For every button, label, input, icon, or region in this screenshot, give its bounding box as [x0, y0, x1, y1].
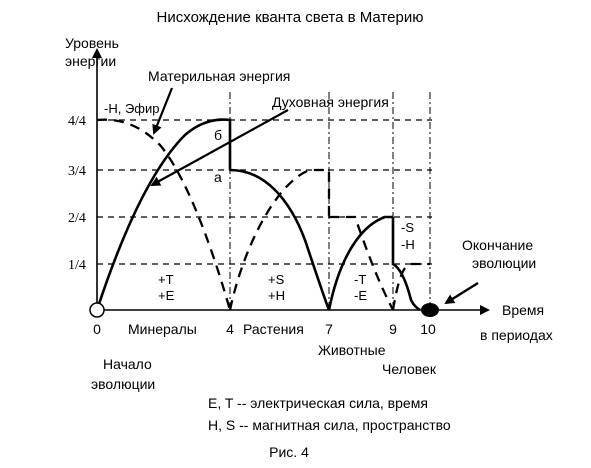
spiritual-curve-segment-4	[391, 262, 430, 311]
end-of-evolution-label-line2: эволюции	[472, 255, 536, 271]
spiritual-curve-segment-2	[228, 168, 331, 311]
region-1-top: +T	[158, 272, 174, 287]
start-of-evolution-label-line2: эволюции	[91, 376, 155, 392]
region-3-top: -T	[354, 272, 366, 287]
x-tick-9: 9	[389, 321, 397, 337]
region-2-bottom: +H	[268, 288, 285, 303]
material-energy-arrow	[152, 87, 174, 135]
spiritual-curve-segment-3	[329, 215, 395, 311]
spiritual-energy-arrow	[150, 109, 289, 186]
x-axis-label-line2: в периодах	[480, 327, 553, 343]
x-tick-10: 10	[420, 321, 436, 337]
figure-caption: Рис. 4	[269, 444, 309, 460]
start-point-marker	[89, 302, 105, 318]
y-tick-3-4: 3/4	[68, 164, 86, 179]
x-tick-4: 4	[226, 321, 234, 337]
segment-plants: Растения	[243, 321, 304, 337]
level-gridlines	[97, 119, 432, 265]
region-4-top: -S	[401, 220, 414, 235]
spiritual-energy-curve	[96, 118, 430, 311]
region-4-bottom: -H	[401, 237, 415, 252]
diagram-title: Нисхождение кванта света в Материю	[157, 9, 424, 26]
x-tick-0: 0	[93, 321, 101, 337]
end-point-marker	[421, 303, 439, 317]
legend-line-1: E, T -- электрическая сила, время	[208, 395, 428, 411]
y-axis-label-line2: энергии	[65, 53, 116, 69]
start-of-evolution-label-line1: Начало	[103, 356, 152, 372]
segment-animals: Животные	[318, 342, 386, 358]
y-tick-1-4: 1/4	[68, 258, 86, 273]
x-tick-7: 7	[325, 321, 333, 337]
segment-human: Человек	[382, 361, 437, 377]
material-energy-label: Материльная энергия	[148, 68, 290, 84]
material-curve-segment-4	[391, 217, 421, 312]
y-tick-4-4: 4/4	[68, 114, 86, 129]
material-curve-segment-2	[229, 168, 331, 311]
spiritual-energy-label: Духовная энергия	[272, 94, 389, 110]
material-curve-segment-3	[327, 215, 393, 311]
point-a-label: а	[214, 169, 222, 185]
material-energy-curve	[95, 118, 421, 312]
segment-minerals: Минералы	[128, 321, 197, 337]
end-of-evolution-arrow	[444, 281, 479, 305]
x-axis-label-line1: Время	[502, 302, 544, 318]
y-axis-label-line1: Уровень	[65, 35, 119, 51]
material-curve-segment-1	[95, 118, 232, 311]
point-b-label: б	[214, 127, 222, 143]
legend-line-2: H, S -- магнитная сила, пространство	[208, 417, 451, 433]
region-1-bottom: +E	[158, 288, 175, 303]
end-of-evolution-label-line1: Окончание	[462, 237, 533, 253]
region-2-top: +S	[268, 272, 285, 287]
h-ether-label: -Н, Эфир	[104, 101, 159, 116]
y-tick-2-4: 2/4	[68, 211, 86, 226]
region-3-bottom: -E	[354, 288, 367, 303]
spiritual-curve-segment-1	[96, 118, 232, 311]
